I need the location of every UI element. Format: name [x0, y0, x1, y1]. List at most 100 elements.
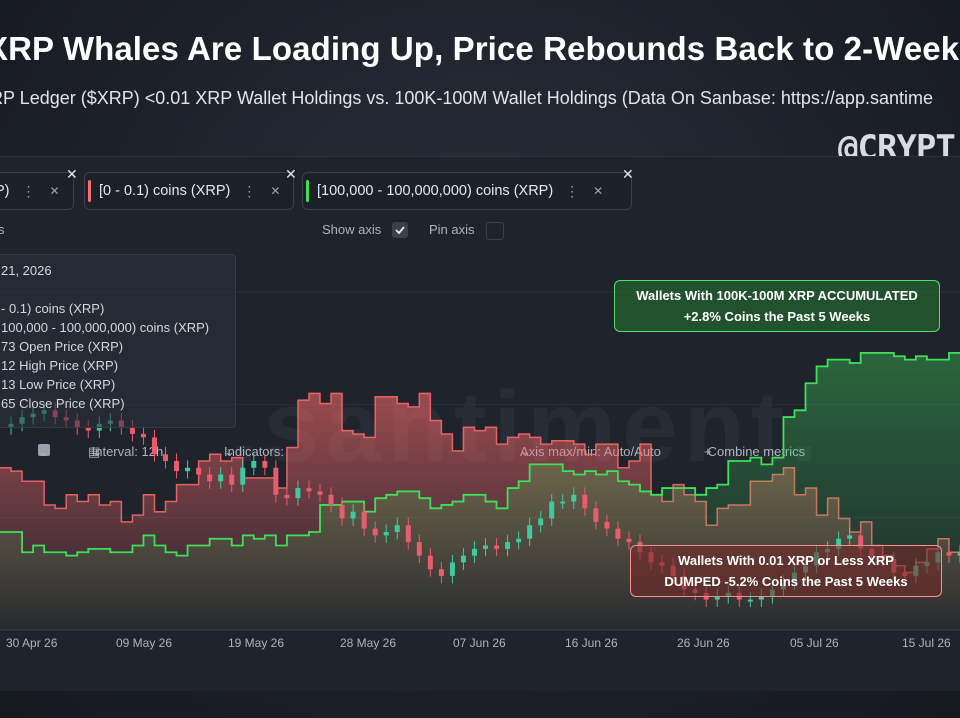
price-candle: [328, 494, 334, 505]
price-candle: [317, 491, 323, 495]
x-tick-label: 26 Jun 26: [677, 636, 730, 650]
price-candle: [185, 467, 191, 472]
pin-axis-checkbox[interactable]: [486, 222, 504, 240]
tooltip-row: 100,000 - 100,000,000) coins (XRP): [1, 320, 210, 335]
chevron-down-icon: ⌄: [91, 444, 103, 459]
tooltip-row: 65 Close Price (XRP): [1, 396, 125, 411]
kebab-icon[interactable]: ⋮: [21, 182, 36, 199]
price-candle: [229, 474, 235, 485]
price-candle: [858, 535, 864, 549]
kebab-icon[interactable]: ⋮: [565, 182, 580, 199]
price-candle: [438, 569, 444, 576]
hover-tooltip: 21, 2026 - 0.1) coins (XRP) 100,000 - 10…: [0, 254, 236, 428]
price-candle: [218, 474, 224, 482]
combine-metrics-button[interactable]: + Combine metrics: [704, 222, 805, 459]
x-tick-label: 19 May 26: [228, 636, 285, 650]
color-swatch-icon: [38, 444, 50, 456]
remove-icon[interactable]: ✕: [270, 184, 281, 198]
x-tick-label: 07 Jun 26: [453, 636, 506, 650]
whale-accumulation-callout: Wallets With 100K-100M XRP ACCUMULATED +…: [614, 280, 940, 332]
price-candle: [85, 427, 91, 431]
price-candle: [163, 454, 169, 461]
toolbar-partial-label: s: [0, 222, 5, 237]
callout-line: Wallets With 0.01 XRP or Less XRP: [678, 553, 894, 568]
price-candle: [549, 501, 555, 519]
price-candle: [273, 467, 279, 495]
price-candle: [527, 525, 533, 539]
price-candle: [449, 562, 455, 576]
price-candle: [946, 552, 952, 556]
callout-line: DUMPED -5.2% Coins the Past 5 Weeks: [664, 574, 908, 589]
price-candle: [151, 437, 157, 455]
chevron-down-icon: ⌄: [224, 444, 235, 459]
price-candle: [494, 545, 500, 549]
price-candle: [483, 545, 489, 549]
metric-chip-price[interactable]: P) ⋮ ✕: [0, 172, 74, 210]
price-candle: [284, 494, 290, 499]
price-candle: [240, 467, 246, 485]
close-icon[interactable]: ✕: [622, 166, 634, 182]
price-candle: [836, 538, 842, 549]
combine-metrics-label: Combine metrics: [707, 444, 806, 459]
price-candle: [339, 504, 345, 519]
price-candle: [405, 525, 411, 543]
price-candle: [372, 528, 378, 536]
price-candle: [383, 531, 389, 536]
series-color-marker: [88, 180, 91, 202]
price-candle: [593, 508, 599, 522]
show-axis-checkbox[interactable]: [392, 222, 408, 238]
metric-chip-small-wallets[interactable]: [0 - 0.1) coins (XRP) ⋮ ✕: [84, 172, 294, 210]
tooltip-row: 73 Open Price (XRP): [1, 339, 124, 354]
checkmark-icon: [395, 226, 405, 235]
chevron-down-icon: ⌄: [38, 444, 49, 459]
plus-icon: +: [704, 444, 712, 459]
x-tick-label: 15 Jul 26: [902, 636, 951, 650]
price-candle: [262, 461, 268, 468]
price-candle: [560, 501, 566, 504]
calendar-icon: ▤: [88, 444, 101, 459]
metric-chip-whale-wallets[interactable]: [100,000 - 100,000,000) coins (XRP) ⋮ ✕: [302, 172, 632, 210]
x-tick-label: 05 Jul 26: [790, 636, 839, 650]
tooltip-row: 12 High Price (XRP): [1, 358, 119, 373]
price-candle: [582, 494, 588, 509]
price-candle: [714, 596, 720, 600]
price-candle: [626, 538, 632, 543]
interval-selector[interactable]: ▤ Interval: 12h ⌄: [88, 222, 163, 459]
price-candle: [516, 538, 522, 543]
price-candle: [615, 528, 621, 539]
tooltip-row: 13 Low Price (XRP): [1, 377, 116, 392]
metric-chip-label: P): [0, 183, 10, 199]
price-candle: [747, 599, 753, 602]
price-candle: [957, 552, 960, 556]
price-candle: [604, 521, 610, 529]
close-icon[interactable]: ✕: [66, 166, 78, 182]
price-candle: [251, 461, 257, 468]
x-tick-label: 16 Jun 26: [565, 636, 618, 650]
price-candle: [196, 467, 202, 475]
tooltip-date: 21, 2026: [1, 263, 52, 278]
price-candle: [571, 494, 577, 502]
small-wallet-dump-callout: Wallets With 0.01 XRP or Less XRP DUMPED…: [630, 545, 942, 597]
interval-label: Interval: 12h: [91, 444, 164, 459]
price-candle: [460, 555, 466, 563]
remove-icon[interactable]: ✕: [593, 184, 604, 198]
price-candle: [538, 518, 544, 526]
price-candle: [140, 433, 146, 438]
x-tick-label: 09 May 26: [116, 636, 173, 650]
price-candle: [416, 542, 422, 556]
kebab-icon[interactable]: ⋮: [242, 182, 257, 199]
price-candle: [361, 511, 367, 529]
page-title: XRP Whales Are Loading Up, Price Rebound…: [0, 30, 960, 67]
metric-chip-label: [100,000 - 100,000,000) coins (XRP): [317, 183, 554, 199]
remove-icon[interactable]: ✕: [49, 184, 60, 198]
price-candle: [505, 542, 511, 549]
price-candle: [847, 535, 853, 539]
price-candle: [295, 488, 301, 499]
price-candle: [174, 461, 180, 472]
page-subtitle: RP Ledger ($XRP) <0.01 XRP Wallet Holdin…: [0, 88, 933, 108]
price-candle: [306, 488, 312, 492]
tooltip-row: - 0.1) coins (XRP): [1, 301, 105, 316]
price-candle: [129, 427, 135, 434]
callout-line: Wallets With 100K-100M XRP ACCUMULATED: [636, 288, 918, 303]
close-icon[interactable]: ✕: [285, 166, 297, 182]
